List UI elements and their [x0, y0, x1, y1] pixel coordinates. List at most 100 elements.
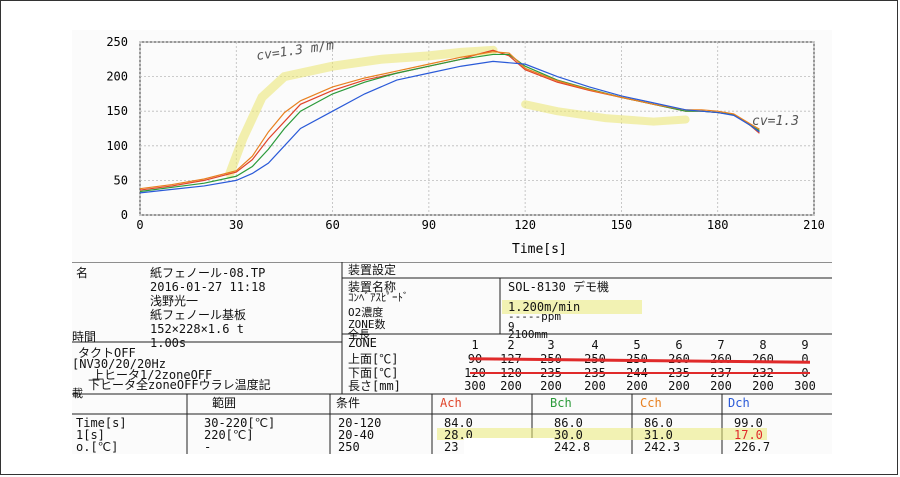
zone-length-cell: 200: [626, 379, 648, 393]
result-value-ach: 84.0: [444, 416, 473, 430]
device-settings-header: 装置設定: [348, 263, 397, 277]
result-value-ach: 23: [444, 440, 459, 454]
device-label-o2: O2濃度: [348, 306, 384, 319]
board-type: 紙フェノール基板: [150, 308, 247, 322]
device-label-name: 装置名称: [348, 280, 397, 294]
upper-temp-label: 上面[℃]: [348, 352, 399, 366]
zone-number: 1: [471, 338, 479, 352]
cch-header: Cch: [640, 396, 662, 410]
x-axis-label: Time[s]: [512, 242, 567, 257]
series-line-dch: [139, 60, 760, 194]
result-value-dch: 17.0: [734, 428, 763, 442]
plot-area: [139, 41, 815, 216]
sample-interval: 1.00s: [150, 336, 187, 350]
ach-header: Ach: [440, 396, 462, 410]
zone-number: 4: [591, 338, 599, 352]
length-label: 長さ[mm]: [348, 379, 401, 393]
result-condition: 20-120: [338, 416, 382, 430]
x-tick-label: 120: [514, 218, 536, 232]
x-tick-label: 0: [136, 218, 143, 232]
y-tick-label: 50: [114, 173, 128, 187]
result-value-bch: 30.0: [554, 428, 583, 442]
marker-highlight-fall: [521, 100, 690, 126]
result-value-cch: 86.0: [644, 416, 673, 430]
device-label-zones: ZONE数: [348, 318, 386, 331]
left-time-label: 時間: [72, 330, 97, 344]
table-lines: [72, 262, 832, 454]
zone-length-cell: 200: [500, 379, 522, 393]
result-value-bch: 242.8: [554, 440, 591, 454]
y-tick-label: 150: [106, 104, 128, 118]
left-name-label: 名: [76, 266, 89, 280]
results-cond-header: 条件: [336, 396, 361, 410]
zone-number: 9: [801, 338, 809, 352]
result-range: 220[℃]: [204, 428, 254, 442]
x-tick-label: 150: [611, 218, 633, 232]
zone-length-cell: 200: [668, 379, 690, 393]
x-tick-label: 30: [229, 218, 243, 232]
note-line-5: 載: [72, 387, 83, 400]
result-row-highlight: [437, 428, 767, 440]
x-tick-label: 60: [325, 218, 339, 232]
lower-temp-label: 下面[℃]: [348, 366, 399, 380]
x-tick-label: 210: [803, 218, 825, 232]
operator-name: 浅野光一: [150, 294, 199, 308]
result-value-cch: 31.0: [644, 428, 673, 442]
result-row-label: 1[s]: [76, 428, 105, 442]
bch-header: Bch: [550, 396, 572, 410]
y-tick-label: 0: [121, 208, 128, 222]
conveyor-speed-highlight: [502, 300, 642, 314]
zone-length-cell: 300: [794, 379, 816, 393]
zone-number: 7: [717, 338, 725, 352]
zone-length-cell: 200: [540, 379, 562, 393]
y-tick-label: 200: [106, 70, 128, 84]
result-value-bch: 86.0: [554, 416, 583, 430]
result-range: -: [204, 440, 212, 454]
note-line-1: タクトOFF: [78, 346, 136, 360]
device-label-conveyor: ｺﾝﾍﾞｱｽﾋﾟｰﾄﾞ: [348, 291, 409, 304]
zone-label: ZONE: [348, 336, 377, 350]
zone-length-cell: 200: [710, 379, 732, 393]
result-row-label: Time[s]: [76, 416, 127, 430]
note-line-2: [NV30/20/20Hz: [72, 357, 166, 371]
zone-number: 6: [675, 338, 683, 352]
x-tick-label: 180: [707, 218, 729, 232]
device-value-length: 2100mm: [508, 328, 548, 341]
profile-date: 2016-01-27 11:18: [150, 280, 266, 294]
result-value-dch: 99.0: [734, 416, 763, 430]
series-line-cch: [139, 51, 760, 190]
result-value-cch: 242.3: [644, 440, 681, 454]
upper-temp-cell: 0: [801, 352, 809, 366]
zone-number: 2: [507, 338, 515, 352]
settings-table: 名 時間 タクトOFF [NV30/20/20Hz 上ヒータ1/2zoneOFF…: [72, 262, 832, 454]
results-range-header: 範囲: [212, 396, 237, 410]
result-condition: 20-40: [338, 428, 375, 442]
zone-length-cell: 200: [752, 379, 774, 393]
zone-number: 8: [759, 338, 767, 352]
device-value-name: SOL-8130 デモ機: [508, 280, 610, 294]
y-tick-label: 100: [106, 139, 128, 153]
result-value-dch: 226.7: [734, 440, 771, 454]
reflow-profile-sheet: 0 30 60 90 120 150 180 210 0 50 100 150 200 250 Time[…: [72, 30, 832, 454]
x-tick-label: 90: [422, 218, 436, 232]
profile-name: 紙フェノール-08.TP: [150, 266, 266, 280]
zone-length-cell: 300: [464, 379, 486, 393]
zone-number: 3: [547, 338, 555, 352]
note-line-3: 上ヒータ1/2zoneOFF: [92, 368, 213, 382]
device-value-conveyor: 1.200m/min: [508, 300, 581, 314]
device-value-zones: 9: [508, 320, 515, 333]
redaction-box: [464, 438, 554, 454]
strike-line-lower: [470, 372, 810, 374]
result-condition: 250: [338, 440, 360, 454]
zone-number: 5: [633, 338, 641, 352]
zone-length-cell: 200: [584, 379, 606, 393]
dch-header: Dch: [728, 396, 750, 410]
y-tick-label: 250: [106, 35, 128, 49]
upper-temp-cell: 260: [752, 352, 774, 366]
note-line-4: 下ヒータ全zoneOFFウラレ温度記: [88, 378, 271, 392]
result-row-label: o.[℃]: [76, 440, 119, 454]
result-range: 30-220[℃]: [204, 416, 276, 430]
annotation-cv-right: cv=1.3: [752, 114, 799, 129]
temperature-profile-chart: 0 30 60 90 120 150 180 210 0 50 100 150 200 250 Time[…: [106, 35, 825, 257]
